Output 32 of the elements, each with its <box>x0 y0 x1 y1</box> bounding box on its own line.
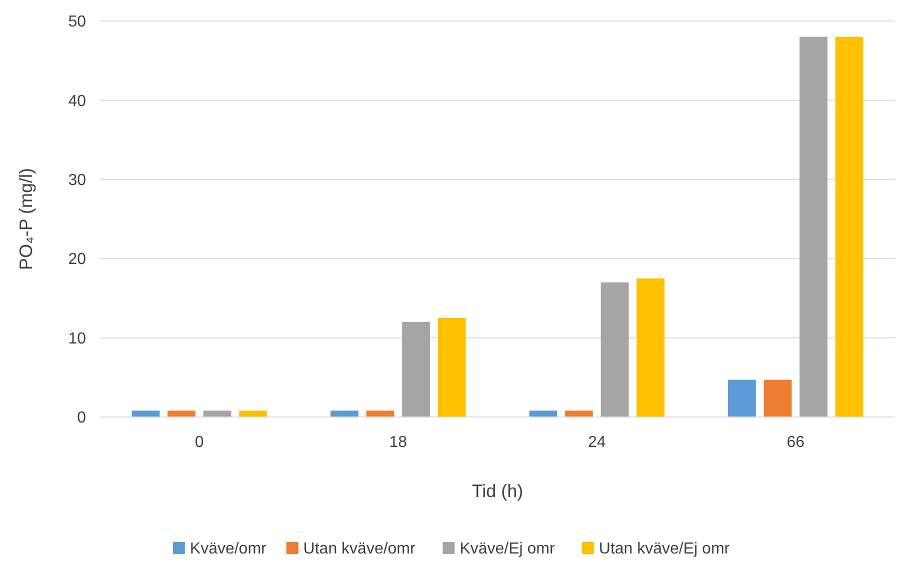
y-tick-label: 40 <box>68 92 86 110</box>
bar <box>203 410 232 417</box>
bar <box>168 410 196 417</box>
legend-label: Kväve/omr <box>190 540 268 558</box>
bar <box>728 380 756 417</box>
legend-label: Kväve/Ej omr <box>460 540 556 558</box>
x-tick-label: 0 <box>194 434 204 451</box>
bar <box>835 36 864 417</box>
bar <box>529 410 558 417</box>
bar <box>600 282 629 417</box>
bar <box>239 410 267 417</box>
bar <box>402 322 430 417</box>
bar <box>438 318 466 417</box>
bar <box>132 410 160 417</box>
x-axis-title: Tid (h) <box>472 481 524 501</box>
legend-label: Utan kväve/omr <box>303 540 416 558</box>
bar <box>764 380 792 417</box>
bar <box>366 410 394 417</box>
y-tick-label: 0 <box>77 410 86 427</box>
y-tick-label: 50 <box>68 14 86 31</box>
x-tick-label: 66 <box>786 434 805 451</box>
x-tick-label: 18 <box>389 434 408 451</box>
y-axis-title: PO₄-P (mg/l) <box>16 168 36 270</box>
x-tick-label: 24 <box>588 434 606 451</box>
bar <box>636 278 664 417</box>
y-tick-label: 20 <box>68 251 86 268</box>
bar <box>330 410 358 417</box>
bar <box>565 410 593 417</box>
legend-label: Utan kväve/Ej omr <box>598 540 730 558</box>
bar <box>800 36 828 417</box>
y-tick-label: 10 <box>68 330 86 348</box>
y-tick-label: 30 <box>68 172 86 189</box>
